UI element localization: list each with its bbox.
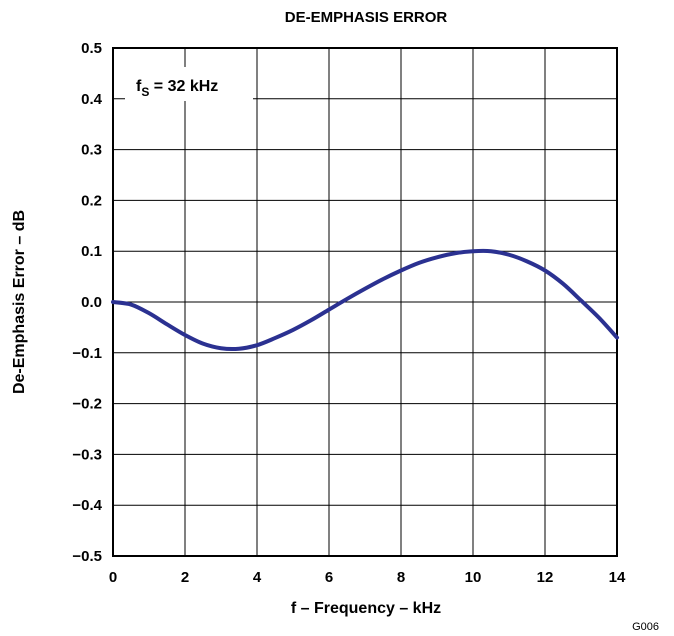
y-tick-label: 0.2 <box>81 192 102 209</box>
x-tick-label: 14 <box>609 569 626 586</box>
y-tick-label: −0.2 <box>72 396 102 413</box>
series-line <box>111 248 619 352</box>
x-tick-labels: 0 2 4 6 8 10 12 14 <box>109 569 626 586</box>
figure-id: G006 <box>632 621 659 633</box>
x-tick-label: 4 <box>253 569 262 586</box>
chart-title: DE-EMPHASIS ERROR <box>285 9 448 26</box>
annotation-text: fS = 32 kHz <box>136 78 218 99</box>
x-axis-label: f – Frequency – kHz <box>291 600 441 617</box>
y-tick-label: 0.5 <box>81 40 102 57</box>
y-tick-label: −0.4 <box>72 497 102 514</box>
x-tick-label: 10 <box>465 569 482 586</box>
y-tick-label: −0.5 <box>72 548 102 565</box>
y-tick-label: 0.4 <box>81 91 103 108</box>
y-tick-label: 0.0 <box>81 294 102 311</box>
grid <box>112 47 618 557</box>
x-tick-label: 8 <box>397 569 405 586</box>
x-tick-label: 6 <box>325 569 333 586</box>
y-tick-label: 0.1 <box>81 243 102 260</box>
y-tick-label: 0.3 <box>81 142 102 159</box>
x-tick-label: 0 <box>109 569 117 586</box>
y-tick-labels: 0.5 0.4 0.3 0.2 0.1 0.0 −0.1 −0.2 −0.3 −0.4 −0.5 <box>72 40 102 565</box>
y-axis-label: De-Emphasis Error – dB <box>11 210 28 394</box>
x-tick-label: 12 <box>537 569 554 586</box>
y-tick-label: −0.1 <box>72 345 102 362</box>
annotation-box <box>125 67 253 101</box>
y-tick-label: −0.3 <box>72 446 102 463</box>
x-tick-label: 2 <box>181 569 189 586</box>
